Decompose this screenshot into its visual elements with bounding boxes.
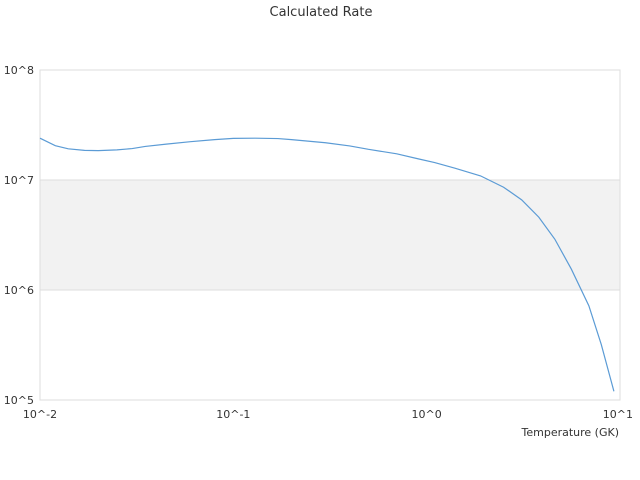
x-axis-ticks: 10^-2 10^-1 10^0 10^1 [23,408,633,421]
series-layer [39,137,615,392]
y-tick-label: 10^7 [4,174,34,187]
series-line [39,137,615,392]
y-axis-ticks: 10^5 10^6 10^7 10^8 [4,64,34,407]
x-tick-label: 10^1 [603,408,633,421]
chart-title: Calculated Rate [270,5,373,20]
x-tick-label: 10^-1 [216,408,250,421]
plot-area [39,69,621,401]
x-axis-title: Temperature (GK) [521,426,620,439]
band-layer [40,180,620,290]
plot-border [39,69,621,401]
y-tick-label: 10^5 [4,394,34,407]
x-tick-label: 10^-2 [23,408,57,421]
x-tick-label: 10^0 [412,408,442,421]
y-tick-label: 10^8 [4,64,34,77]
y-tick-label: 10^6 [4,284,34,297]
plot-band [40,180,620,290]
